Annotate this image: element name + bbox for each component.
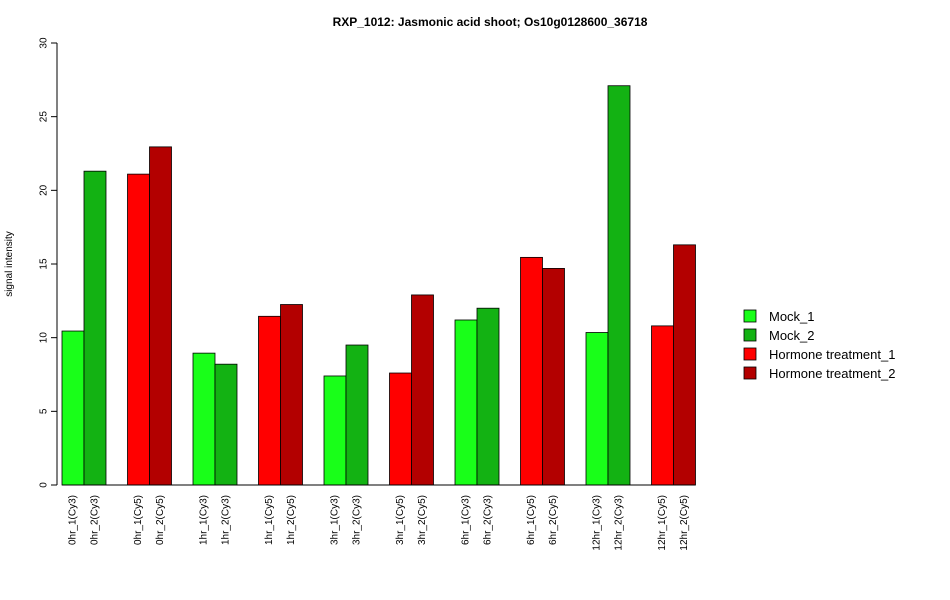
bar: [192, 352, 216, 486]
bar: [520, 256, 543, 486]
x-tick-label: 3hr_2(Cy3): [352, 495, 363, 545]
bar: [214, 363, 238, 486]
x-tick-label: 0hr_2(Cy3): [90, 495, 101, 545]
y-tick-label: 30: [39, 37, 50, 49]
bar: [673, 244, 696, 486]
x-tick-label: 1hr_1(Cy5): [264, 495, 275, 545]
y-tick-label: 0: [39, 482, 50, 488]
bar: [651, 325, 674, 486]
y-axis-label: signal intensity: [4, 231, 15, 297]
bar: [149, 146, 172, 486]
bar: [280, 304, 303, 486]
legend-label: Hormone treatment_1: [769, 347, 895, 362]
x-tick-label: 1hr_2(Cy5): [286, 495, 297, 545]
bar: [345, 344, 369, 486]
bar: [454, 319, 478, 486]
x-tick-label: 6hr_1(Cy5): [526, 495, 537, 545]
legend-swatch: [743, 309, 757, 323]
bar: [127, 173, 150, 486]
x-tick-label: 3hr_1(Cy3): [330, 495, 341, 545]
x-tick-label: 1hr_2(Cy3): [221, 495, 232, 545]
x-axis: 0hr_1(Cy3) 0hr_2(Cy3) 0hr_1(Cy5) 0hr_2(Cy5)…: [62, 484, 696, 551]
bar: [607, 85, 631, 486]
legend-swatch: [743, 366, 757, 380]
x-tick-label: 1hr_1(Cy3): [199, 495, 210, 545]
x-tick-label: 12hr_2(Cy3): [614, 495, 625, 551]
bar: [83, 170, 107, 486]
x-tick-label: 6hr_2(Cy5): [548, 495, 559, 545]
y-axis: 0 5 10 15 20 25 30: [39, 37, 58, 488]
y-tick-label: 25: [39, 111, 50, 123]
bar: [476, 307, 500, 486]
x-tick-label: 3hr_2(Cy5): [417, 495, 428, 545]
y-tick-label: 10: [39, 332, 50, 344]
legend: Mock_1 Mock_2 Hormone treatment_1 Hormone t…: [743, 309, 895, 381]
bars: [61, 85, 696, 486]
x-tick-label: 6hr_2(Cy3): [483, 495, 494, 545]
bar: [389, 372, 412, 486]
y-tick-label: 15: [39, 258, 50, 270]
bar: [258, 315, 281, 486]
x-tick-label: 6hr_1(Cy3): [461, 495, 472, 545]
legend-label: Mock_2: [769, 328, 815, 343]
x-tick-label: 0hr_1(Cy5): [133, 495, 144, 545]
x-tick-label: 0hr_1(Cy3): [68, 495, 79, 545]
x-tick-label: 0hr_2(Cy5): [155, 495, 166, 545]
legend-label: Mock_1: [769, 309, 815, 324]
y-tick-label: 5: [39, 408, 50, 414]
legend-swatch: [743, 328, 757, 342]
legend-label: Hormone treatment_2: [769, 366, 895, 381]
x-tick-label: 12hr_1(Cy3): [592, 495, 603, 551]
x-tick-label: 12hr_2(Cy5): [679, 495, 690, 551]
x-tick-label: 3hr_1(Cy5): [395, 495, 406, 545]
bar: [585, 332, 609, 486]
chart-title: RXP_1012: Jasmonic acid shoot; Os10g0128…: [333, 15, 648, 29]
legend-swatch: [743, 347, 757, 361]
bar: [542, 268, 565, 486]
bar: [323, 375, 347, 486]
x-tick-label: 12hr_1(Cy5): [657, 495, 668, 551]
y-tick-label: 20: [39, 184, 50, 196]
bar: [61, 330, 85, 486]
bar: [411, 294, 434, 486]
